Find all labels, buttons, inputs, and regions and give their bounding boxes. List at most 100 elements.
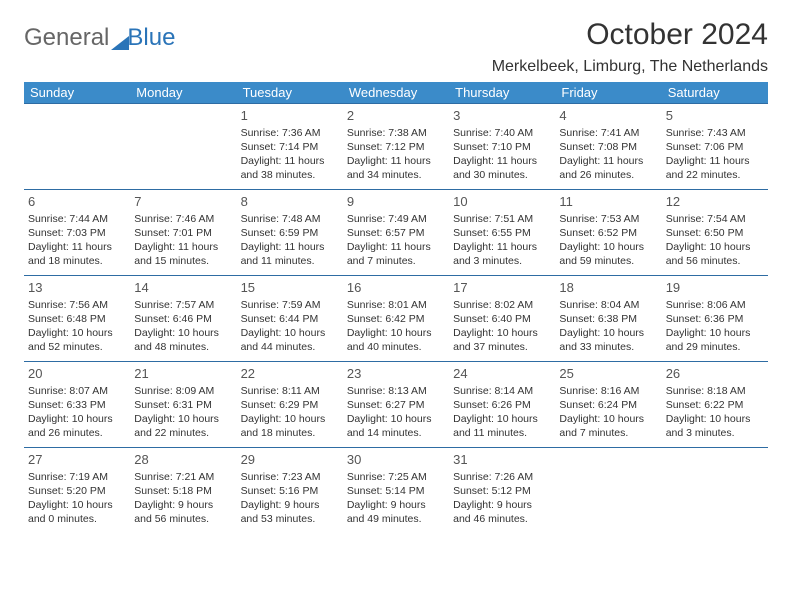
calendar-cell: 29Sunrise: 7:23 AMSunset: 5:16 PMDayligh… <box>237 448 343 534</box>
sunset-text: Sunset: 6:52 PM <box>559 226 657 240</box>
sunset-text: Sunset: 6:26 PM <box>453 398 551 412</box>
day-number: 16 <box>347 279 445 297</box>
calendar-cell <box>24 104 130 190</box>
sunrise-text: Sunrise: 8:02 AM <box>453 298 551 312</box>
day-number: 22 <box>241 365 339 383</box>
daylight-text: Daylight: 11 hours and 30 minutes. <box>453 154 551 182</box>
calendar-header-row: Sunday Monday Tuesday Wednesday Thursday… <box>24 82 768 104</box>
daylight-text: Daylight: 11 hours and 18 minutes. <box>28 240 126 268</box>
calendar-week-row: 1Sunrise: 7:36 AMSunset: 7:14 PMDaylight… <box>24 104 768 190</box>
day-number: 26 <box>666 365 764 383</box>
sunset-text: Sunset: 6:46 PM <box>134 312 232 326</box>
calendar-cell: 22Sunrise: 8:11 AMSunset: 6:29 PMDayligh… <box>237 362 343 448</box>
sunset-text: Sunset: 7:06 PM <box>666 140 764 154</box>
daylight-text: Daylight: 9 hours and 53 minutes. <box>241 498 339 526</box>
day-number: 12 <box>666 193 764 211</box>
day-number: 23 <box>347 365 445 383</box>
calendar-cell <box>555 448 661 534</box>
sunset-text: Sunset: 7:10 PM <box>453 140 551 154</box>
sunset-text: Sunset: 5:12 PM <box>453 484 551 498</box>
title-block: October 2024 Merkelbeek, Limburg, The Ne… <box>492 18 768 76</box>
daylight-text: Daylight: 11 hours and 22 minutes. <box>666 154 764 182</box>
day-number: 6 <box>28 193 126 211</box>
sunset-text: Sunset: 7:14 PM <box>241 140 339 154</box>
daylight-text: Daylight: 10 hours and 0 minutes. <box>28 498 126 526</box>
sunset-text: Sunset: 6:31 PM <box>134 398 232 412</box>
daylight-text: Daylight: 10 hours and 18 minutes. <box>241 412 339 440</box>
calendar-week-row: 6Sunrise: 7:44 AMSunset: 7:03 PMDaylight… <box>24 190 768 276</box>
sunrise-text: Sunrise: 8:04 AM <box>559 298 657 312</box>
location-text: Merkelbeek, Limburg, The Netherlands <box>492 58 768 76</box>
sunrise-text: Sunrise: 8:11 AM <box>241 384 339 398</box>
day-header: Wednesday <box>343 82 449 104</box>
sunset-text: Sunset: 6:29 PM <box>241 398 339 412</box>
sunset-text: Sunset: 6:33 PM <box>28 398 126 412</box>
calendar-cell: 21Sunrise: 8:09 AMSunset: 6:31 PMDayligh… <box>130 362 236 448</box>
daylight-text: Daylight: 9 hours and 49 minutes. <box>347 498 445 526</box>
sunrise-text: Sunrise: 7:21 AM <box>134 470 232 484</box>
daylight-text: Daylight: 10 hours and 3 minutes. <box>666 412 764 440</box>
day-number: 5 <box>666 107 764 125</box>
sunrise-text: Sunrise: 7:49 AM <box>347 212 445 226</box>
sunset-text: Sunset: 6:57 PM <box>347 226 445 240</box>
day-number: 11 <box>559 193 657 211</box>
calendar-cell: 18Sunrise: 8:04 AMSunset: 6:38 PMDayligh… <box>555 276 661 362</box>
day-number: 20 <box>28 365 126 383</box>
daylight-text: Daylight: 10 hours and 44 minutes. <box>241 326 339 354</box>
day-number: 30 <box>347 451 445 469</box>
calendar-cell: 25Sunrise: 8:16 AMSunset: 6:24 PMDayligh… <box>555 362 661 448</box>
day-header: Sunday <box>24 82 130 104</box>
calendar-cell: 15Sunrise: 7:59 AMSunset: 6:44 PMDayligh… <box>237 276 343 362</box>
logo: General Blue <box>24 18 175 52</box>
calendar-cell: 27Sunrise: 7:19 AMSunset: 5:20 PMDayligh… <box>24 448 130 534</box>
sunrise-text: Sunrise: 8:16 AM <box>559 384 657 398</box>
calendar-cell: 7Sunrise: 7:46 AMSunset: 7:01 PMDaylight… <box>130 190 236 276</box>
daylight-text: Daylight: 10 hours and 11 minutes. <box>453 412 551 440</box>
sunset-text: Sunset: 6:40 PM <box>453 312 551 326</box>
sunset-text: Sunset: 6:50 PM <box>666 226 764 240</box>
calendar-cell: 4Sunrise: 7:41 AMSunset: 7:08 PMDaylight… <box>555 104 661 190</box>
sunset-text: Sunset: 6:36 PM <box>666 312 764 326</box>
daylight-text: Daylight: 10 hours and 14 minutes. <box>347 412 445 440</box>
daylight-text: Daylight: 9 hours and 46 minutes. <box>453 498 551 526</box>
daylight-text: Daylight: 10 hours and 52 minutes. <box>28 326 126 354</box>
daylight-text: Daylight: 11 hours and 7 minutes. <box>347 240 445 268</box>
daylight-text: Daylight: 10 hours and 33 minutes. <box>559 326 657 354</box>
day-number: 3 <box>453 107 551 125</box>
daylight-text: Daylight: 10 hours and 26 minutes. <box>28 412 126 440</box>
calendar-week-row: 20Sunrise: 8:07 AMSunset: 6:33 PMDayligh… <box>24 362 768 448</box>
sunset-text: Sunset: 6:48 PM <box>28 312 126 326</box>
sunset-text: Sunset: 6:59 PM <box>241 226 339 240</box>
sunrise-text: Sunrise: 7:44 AM <box>28 212 126 226</box>
sunset-text: Sunset: 5:14 PM <box>347 484 445 498</box>
sunrise-text: Sunrise: 7:38 AM <box>347 126 445 140</box>
sunrise-text: Sunrise: 7:54 AM <box>666 212 764 226</box>
calendar-week-row: 13Sunrise: 7:56 AMSunset: 6:48 PMDayligh… <box>24 276 768 362</box>
sunrise-text: Sunrise: 7:25 AM <box>347 470 445 484</box>
sunrise-text: Sunrise: 7:53 AM <box>559 212 657 226</box>
day-number: 18 <box>559 279 657 297</box>
calendar-cell: 17Sunrise: 8:02 AMSunset: 6:40 PMDayligh… <box>449 276 555 362</box>
day-number: 25 <box>559 365 657 383</box>
day-number: 9 <box>347 193 445 211</box>
calendar-cell <box>130 104 236 190</box>
sunset-text: Sunset: 6:42 PM <box>347 312 445 326</box>
calendar-cell: 10Sunrise: 7:51 AMSunset: 6:55 PMDayligh… <box>449 190 555 276</box>
daylight-text: Daylight: 10 hours and 22 minutes. <box>134 412 232 440</box>
sunset-text: Sunset: 6:27 PM <box>347 398 445 412</box>
daylight-text: Daylight: 11 hours and 15 minutes. <box>134 240 232 268</box>
day-header: Tuesday <box>237 82 343 104</box>
day-number: 28 <box>134 451 232 469</box>
sunrise-text: Sunrise: 7:59 AM <box>241 298 339 312</box>
daylight-text: Daylight: 10 hours and 29 minutes. <box>666 326 764 354</box>
sunrise-text: Sunrise: 8:01 AM <box>347 298 445 312</box>
sunset-text: Sunset: 6:44 PM <box>241 312 339 326</box>
calendar-cell: 20Sunrise: 8:07 AMSunset: 6:33 PMDayligh… <box>24 362 130 448</box>
calendar-cell <box>662 448 768 534</box>
calendar-cell: 24Sunrise: 8:14 AMSunset: 6:26 PMDayligh… <box>449 362 555 448</box>
calendar-cell: 8Sunrise: 7:48 AMSunset: 6:59 PMDaylight… <box>237 190 343 276</box>
sunrise-text: Sunrise: 7:19 AM <box>28 470 126 484</box>
calendar-body: 1Sunrise: 7:36 AMSunset: 7:14 PMDaylight… <box>24 104 768 534</box>
sunrise-text: Sunrise: 7:56 AM <box>28 298 126 312</box>
day-number: 8 <box>241 193 339 211</box>
